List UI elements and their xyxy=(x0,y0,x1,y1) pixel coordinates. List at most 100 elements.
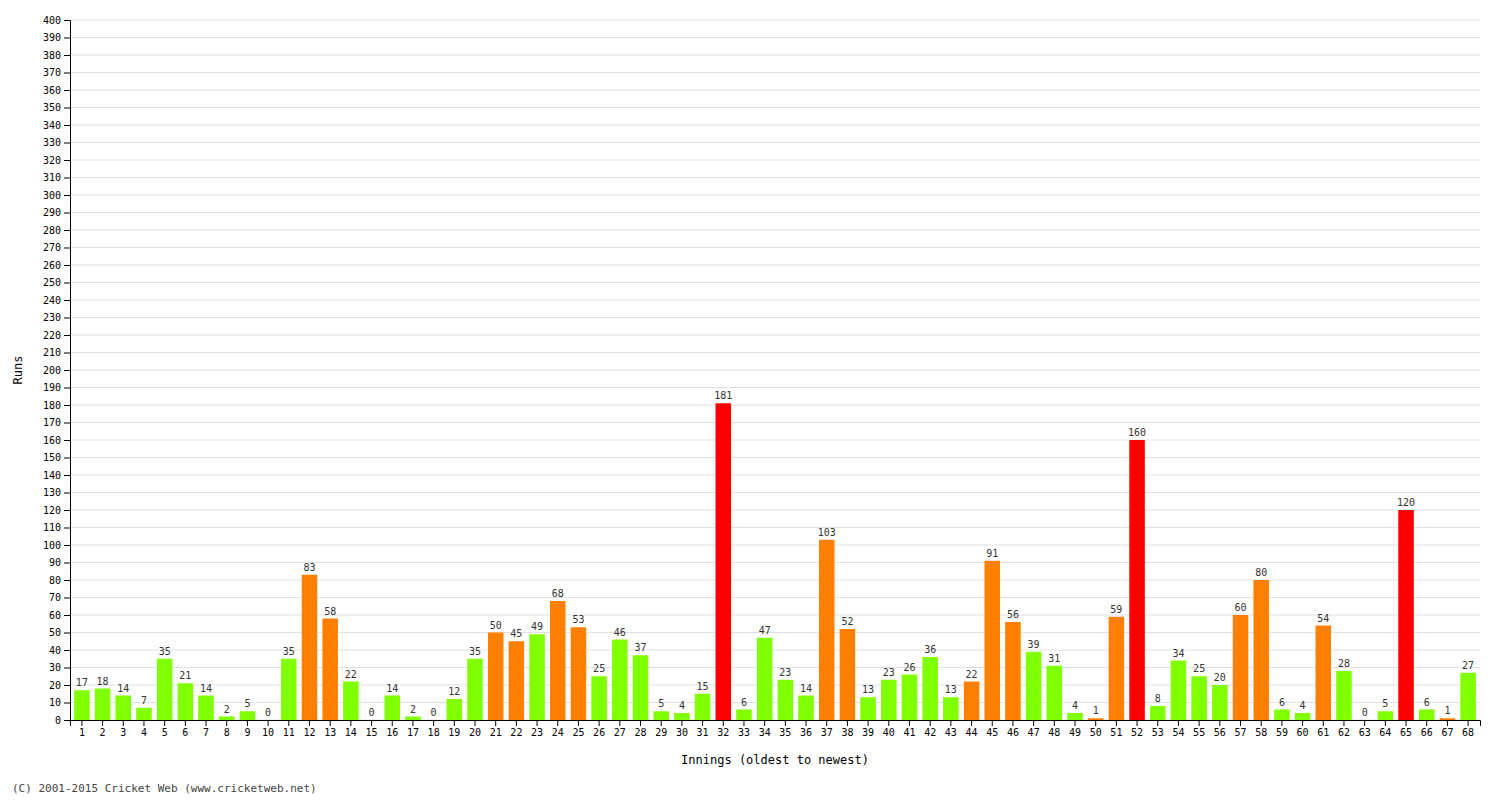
tick: 50 xyxy=(49,627,70,638)
tick-label: 27 xyxy=(614,727,626,738)
bar xyxy=(95,689,111,721)
bar xyxy=(1171,661,1187,721)
tick-mark xyxy=(64,248,70,249)
tick: 340 xyxy=(43,120,70,131)
tick-mark xyxy=(930,720,931,726)
data-label: 1 xyxy=(1444,705,1450,716)
data-label: 28 xyxy=(1338,658,1350,669)
data-label: 18 xyxy=(97,676,109,687)
tick-label: 9 xyxy=(244,727,250,738)
tick-label: 310 xyxy=(43,172,61,183)
tick: 370 xyxy=(43,67,70,78)
tick-label: 20 xyxy=(49,680,61,691)
grid-line xyxy=(70,247,1480,248)
tick-mark xyxy=(723,720,724,726)
grid-line xyxy=(70,545,1480,546)
bar xyxy=(550,601,566,720)
tick-mark xyxy=(64,55,70,56)
tick: 30 xyxy=(49,662,70,673)
grid-line xyxy=(70,335,1480,336)
tick-label: 330 xyxy=(43,137,61,148)
bar xyxy=(1088,718,1104,720)
bar xyxy=(840,629,856,720)
data-label: 13 xyxy=(862,684,874,695)
data-label: 12 xyxy=(448,686,460,697)
tick-mark xyxy=(412,720,413,726)
tick-label: 65 xyxy=(1400,727,1412,738)
tick: 60 xyxy=(49,610,70,621)
tick-label: 190 xyxy=(43,382,61,393)
bar xyxy=(736,710,752,721)
tick-label: 390 xyxy=(43,32,61,43)
y-axis: 0102030405060708090100110120130140150160… xyxy=(43,15,71,726)
tick: 20 xyxy=(469,720,481,738)
bar xyxy=(798,696,814,721)
tick: 28 xyxy=(634,720,646,738)
grid-line xyxy=(70,527,1480,528)
tick: 18 xyxy=(428,720,440,738)
axis-domain xyxy=(71,721,1481,727)
y-axis-title: Runs xyxy=(11,356,25,385)
tick: 29 xyxy=(655,720,667,738)
bar xyxy=(633,655,649,720)
tick-mark xyxy=(1385,720,1386,726)
tick-mark xyxy=(743,720,744,726)
grid-line xyxy=(70,90,1480,91)
tick-label: 17 xyxy=(407,727,419,738)
data-label: 80 xyxy=(1255,567,1267,578)
tick: 260 xyxy=(43,260,70,271)
tick: 20 xyxy=(49,680,70,691)
data-label: 35 xyxy=(283,646,295,657)
bar xyxy=(819,540,835,720)
tick-label: 260 xyxy=(43,260,61,271)
data-label: 58 xyxy=(324,606,336,617)
tick: 190 xyxy=(43,382,70,393)
tick: 120 xyxy=(43,505,70,516)
tick-label: 22 xyxy=(510,727,522,738)
bar xyxy=(1419,710,1435,721)
grid-line xyxy=(70,440,1480,441)
tick-mark xyxy=(102,720,103,726)
grid-line xyxy=(70,352,1480,353)
tick-label: 90 xyxy=(49,557,61,568)
tick-mark xyxy=(64,230,70,231)
tick-label: 50 xyxy=(1090,727,1102,738)
tick-label: 36 xyxy=(800,727,812,738)
tick: 52 xyxy=(1131,720,1143,738)
data-label: 7 xyxy=(141,695,147,706)
data-label: 6 xyxy=(741,697,747,708)
tick-mark xyxy=(992,720,993,726)
tick-label: 300 xyxy=(43,190,61,201)
tick-label: 62 xyxy=(1338,727,1350,738)
tick: 44 xyxy=(966,720,978,738)
bar xyxy=(116,696,132,721)
bar xyxy=(922,657,938,720)
data-label: 37 xyxy=(634,642,646,653)
data-label: 5 xyxy=(658,698,664,709)
tick-mark xyxy=(392,720,393,726)
tick: 5 xyxy=(162,720,168,738)
tick: 40 xyxy=(883,720,895,738)
tick: 290 xyxy=(43,207,70,218)
x-axis-title: Innings (oldest to newest) xyxy=(681,753,869,767)
tick: 46 xyxy=(1007,720,1019,738)
tick-label: 42 xyxy=(924,727,936,738)
tick-label: 5 xyxy=(162,727,168,738)
data-label: 27 xyxy=(1462,660,1474,671)
tick: 63 xyxy=(1359,720,1371,738)
tick-label: 14 xyxy=(345,727,357,738)
tick-mark xyxy=(81,720,82,726)
tick-label: 380 xyxy=(43,50,61,61)
tick: 130 xyxy=(43,487,70,498)
tick-label: 40 xyxy=(49,645,61,656)
tick: 37 xyxy=(821,720,833,738)
tick-label: 70 xyxy=(49,592,61,603)
tick: 67 xyxy=(1441,720,1453,738)
data-label: 5 xyxy=(244,698,250,709)
tick-mark xyxy=(64,335,70,336)
tick-label: 21 xyxy=(490,727,502,738)
plot: 0102030405060708090100110120130140150160… xyxy=(43,15,1481,738)
tick: 10 xyxy=(262,720,274,738)
bar xyxy=(74,690,90,720)
tick-mark xyxy=(64,370,70,371)
